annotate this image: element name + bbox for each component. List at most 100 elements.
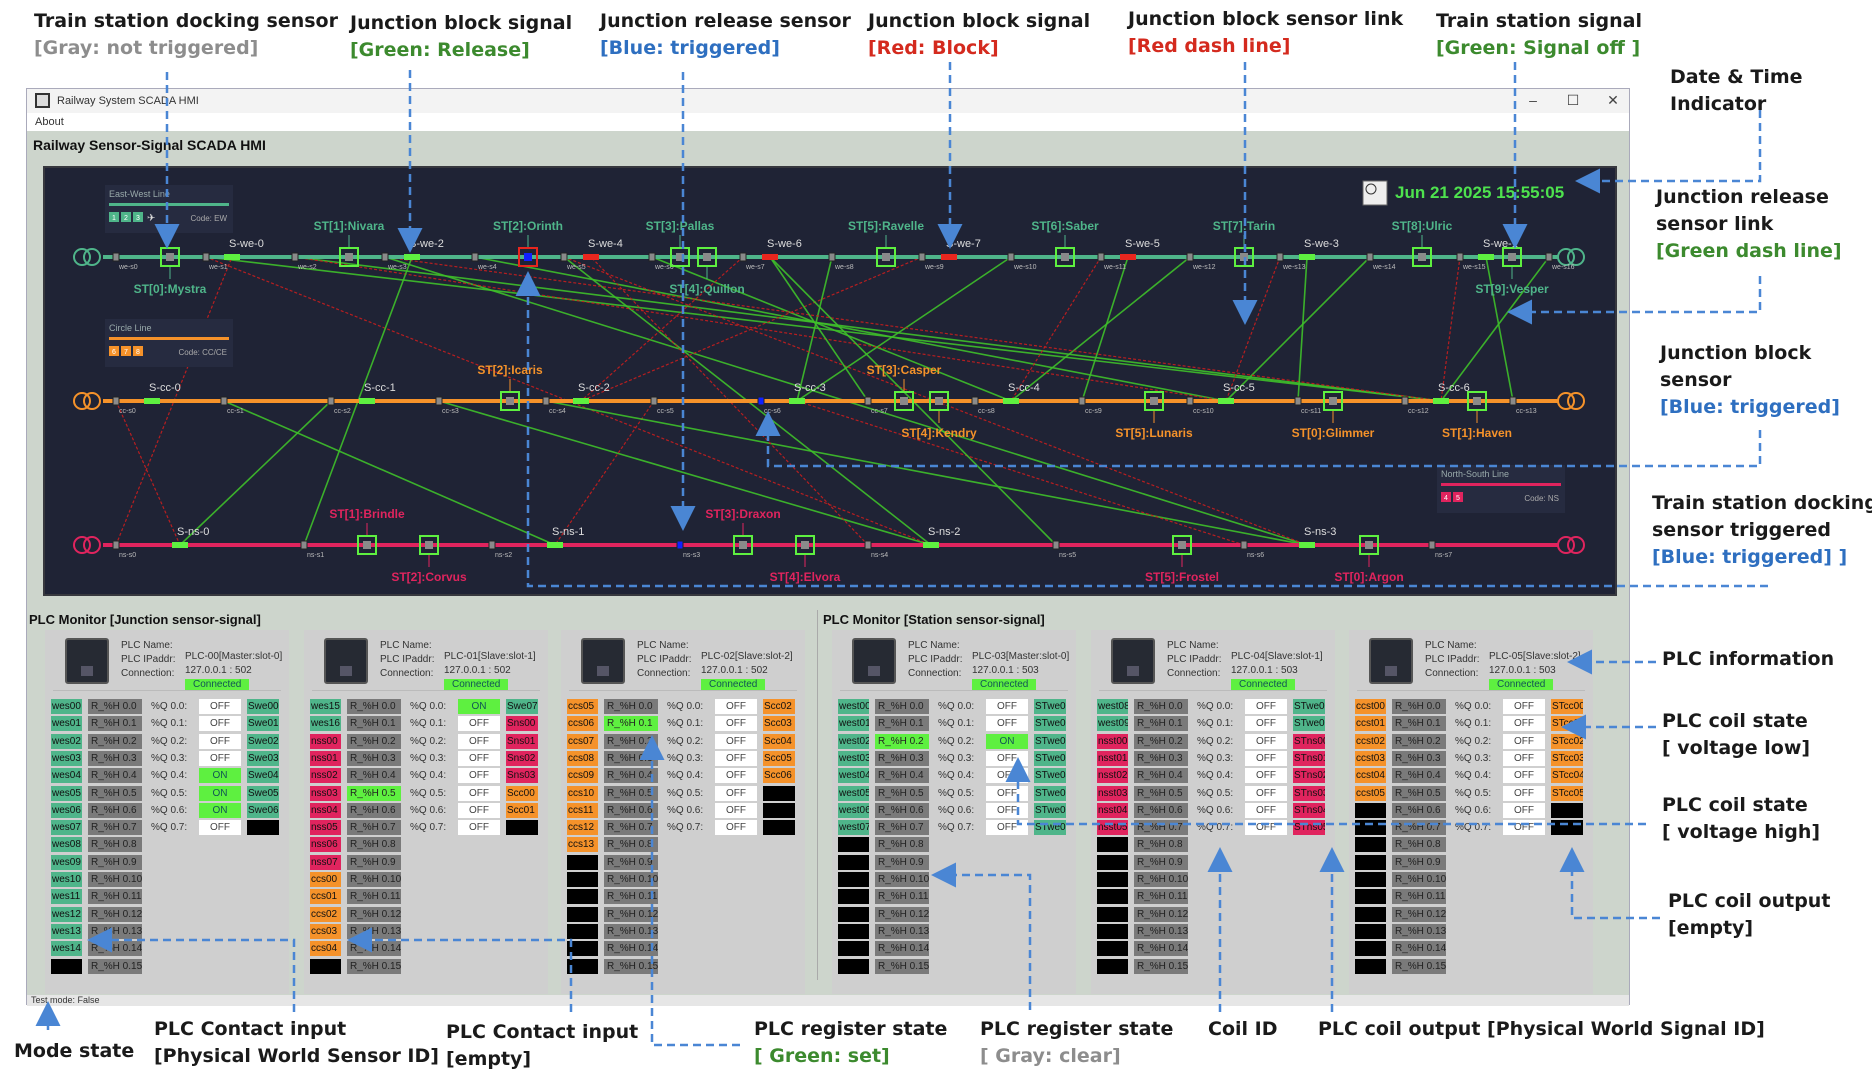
register-state: R_%H 0.0 xyxy=(604,699,658,714)
junction-sensor-cc-s10 xyxy=(1186,396,1194,406)
coil-state: ON xyxy=(199,768,241,784)
release-sensor-link xyxy=(179,400,332,546)
register-state: R_%H 0.8 xyxy=(1134,837,1188,853)
plc-name-label: PLC Name: xyxy=(908,640,960,651)
coil-id: %Q 0.5: xyxy=(410,787,447,799)
legend-badge xyxy=(109,212,119,222)
register-state: R_%H 0.12 xyxy=(1134,906,1188,922)
station-name: ST[5]:Ravelle xyxy=(848,219,924,233)
register-state: R_%H 0.5 xyxy=(875,785,929,801)
contact-input-nsst01: nsst01 xyxy=(1097,750,1128,766)
station-name: ST[1]:Haven xyxy=(1442,426,1512,440)
junction-sensor-cc-s8 xyxy=(971,396,979,406)
track-end-icon xyxy=(1567,392,1585,410)
coil-state: OFF xyxy=(986,820,1028,836)
contact-input-ccst03: ccst03 xyxy=(1355,750,1386,766)
plc-connection-row: Connection: Connected xyxy=(121,668,250,690)
coil-output-Swe04: Swe04 xyxy=(247,768,279,784)
junction-block-signal-S-ns-1 xyxy=(547,542,563,548)
register-state: R_%H 0.15 xyxy=(1392,958,1446,974)
minimize-button[interactable]: – xyxy=(1529,92,1537,108)
register-state: R_%H 0.7 xyxy=(347,820,401,836)
register-state: R_%H 0.3 xyxy=(604,750,658,766)
coil-id: %Q 0.0: xyxy=(938,701,975,712)
line-ns: North-South Line 4 5 Code: NS ns-s0 ns-s1 ns-s… xyxy=(73,465,1585,584)
coil-state: ON xyxy=(458,699,500,714)
plc-connection-status-badge: Connected xyxy=(972,679,1037,690)
junction-sensor-ns-s3 xyxy=(676,540,684,550)
junction-block-signal-S-cc-6 xyxy=(1433,398,1449,404)
menu-about[interactable]: About xyxy=(35,116,64,128)
plc-connection-status-badge: Connected xyxy=(444,679,509,690)
coil-state: OFF xyxy=(715,733,757,749)
contact-input-ccst00: ccst00 xyxy=(1355,699,1386,714)
station-name: ST[6]:Saber xyxy=(1031,219,1099,233)
sensor-label: ns-s3 xyxy=(683,552,700,559)
coil-output-Scc00: Scc00 xyxy=(506,785,538,801)
junction-block-signal-S-cc-1 xyxy=(359,398,375,404)
title-bar: Railway System SCADA HMI – ☐ ✕ xyxy=(27,89,1629,113)
contact-input-empty xyxy=(1355,941,1386,957)
coil-state: OFF xyxy=(199,716,241,732)
junction-block-signal-S-we-1 xyxy=(1478,254,1494,260)
register-state: R_%H 0.11 xyxy=(875,889,929,905)
plc-ipaddr-label: PLC IPaddr: xyxy=(1167,654,1222,665)
coil-output-STns05: STns05 xyxy=(1293,820,1325,836)
coil-output-Swe06: Swe06 xyxy=(247,802,279,818)
register-state: R_%H 0.8 xyxy=(875,837,929,853)
contact-input-nsst04: nsst04 xyxy=(1097,802,1128,818)
release-sensor-link xyxy=(294,256,1442,402)
annotation-title: Train station docking xyxy=(1652,492,1872,514)
coil-state: OFF xyxy=(1245,733,1287,749)
junction-block-signal-S-ns-3 xyxy=(1299,542,1315,548)
coil-id: %Q 0.4: xyxy=(667,770,704,782)
contact-input-ccst05: ccst05 xyxy=(1355,785,1386,801)
register-state: R_%H 0.15 xyxy=(604,958,658,974)
junction-sensor-cc-s11 xyxy=(1294,396,1302,406)
coil-id: %Q 0.2: xyxy=(151,735,188,747)
annotation-note: [Red: Block] xyxy=(868,37,999,59)
station-docking-sensor xyxy=(363,541,371,549)
junction-block-signal-S-we-6 xyxy=(762,254,778,260)
sensor-label: we-s9 xyxy=(924,264,944,271)
plc-section-title-station: PLC Monitor [Station sensor-signal] xyxy=(823,612,1045,627)
contact-input-empty xyxy=(838,872,869,887)
contact-input-west09: west09 xyxy=(1097,716,1128,732)
maximize-button[interactable]: ☐ xyxy=(1566,92,1580,108)
calendar-clock-icon xyxy=(1362,180,1388,206)
plc-connection-row: Connection: Connected xyxy=(380,668,509,690)
plc-ipaddr-label: PLC IPaddr: xyxy=(380,654,435,665)
plc-ipaddr-label: PLC IPaddr: xyxy=(121,654,176,665)
coil-output-STns02: STns02 xyxy=(1293,768,1325,784)
close-button[interactable]: ✕ xyxy=(1607,92,1619,108)
annotation-title: PLC coil output xyxy=(1668,890,1831,912)
contact-input-wes15: wes15 xyxy=(310,699,341,714)
coil-output-empty xyxy=(1551,802,1583,818)
plc-connection-status-badge: Connected xyxy=(701,679,766,690)
plc-ipaddr-row: PLC IPaddr: 127.0.0.1 : 503 xyxy=(1167,654,1298,676)
plc-name-value: PLC-00[Master:slot-0] xyxy=(185,651,283,662)
track-start-icon xyxy=(83,536,101,554)
station-name: ST[1]:Nivara xyxy=(314,219,385,233)
register-state: R_%H 0.1 xyxy=(604,716,658,732)
contact-input-empty xyxy=(567,906,598,922)
coil-state: OFF xyxy=(1245,716,1287,732)
contact-input-west00: west00 xyxy=(838,699,869,714)
divider xyxy=(312,690,540,691)
annotation-title: Junction block signal xyxy=(350,12,573,34)
coil-id: %Q 0.5: xyxy=(151,787,188,799)
coil-id: %Q 0.6: xyxy=(667,804,704,816)
station-signal-box xyxy=(876,247,896,267)
register-state: R_%H 0.5 xyxy=(604,785,658,801)
plc-device-icon xyxy=(581,638,625,684)
coil-output-STcc04: STcc04 xyxy=(1551,768,1583,784)
sensor-label: cc-s13 xyxy=(1516,408,1537,415)
register-state: R_%H 0.15 xyxy=(875,958,929,974)
register-state: R_%H 0.7 xyxy=(1392,820,1446,836)
sensor-label: ns-s2 xyxy=(495,552,512,559)
contact-input-wes01: wes01 xyxy=(51,716,82,732)
coil-id: %Q 0.0: xyxy=(1197,701,1234,712)
block-sensor-link xyxy=(294,256,1227,402)
junction-block-signal-S-we-0 xyxy=(224,254,240,260)
legend-box xyxy=(105,319,233,367)
